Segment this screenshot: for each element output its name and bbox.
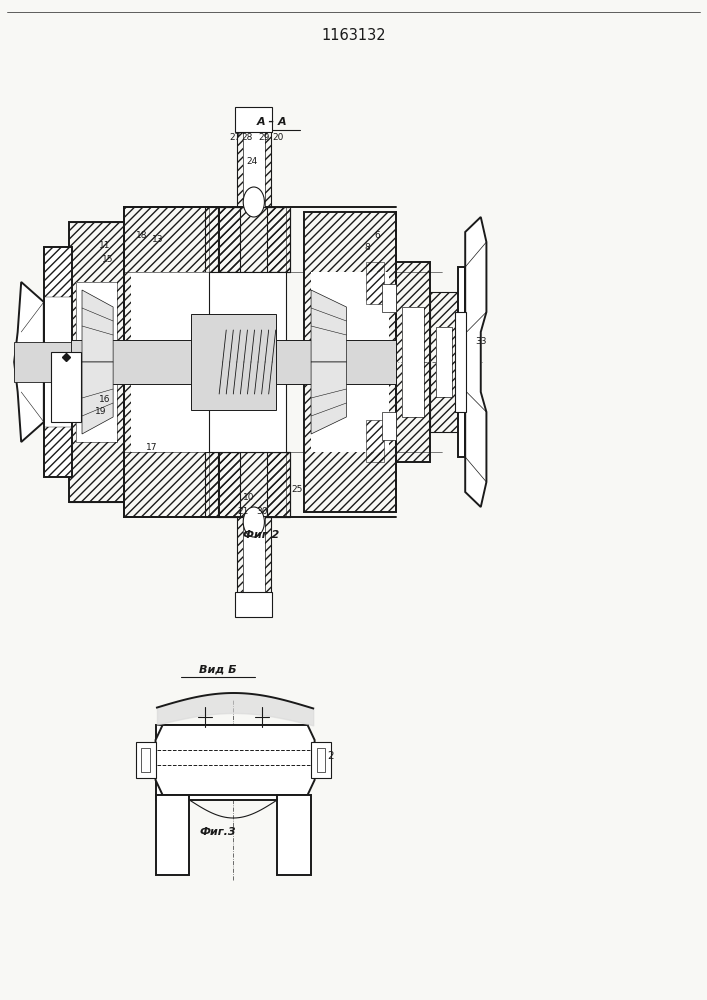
Bar [237, 122, 271, 207]
Circle shape [243, 507, 264, 537]
Bar [205, 452, 290, 517]
Bar [396, 262, 430, 462]
Bar [382, 412, 396, 440]
Bar [455, 312, 466, 412]
Polygon shape [311, 362, 346, 434]
Bar [156, 795, 189, 875]
Polygon shape [82, 290, 113, 362]
Text: 20: 20 [272, 133, 284, 142]
Bar [311, 272, 389, 452]
Text: 17: 17 [146, 442, 158, 452]
Bar [136, 742, 156, 778]
Bar [366, 420, 384, 462]
Text: 18: 18 [136, 231, 147, 239]
Text: 28: 28 [241, 133, 252, 142]
Bar [218, 452, 240, 517]
Text: 8: 8 [365, 243, 370, 252]
Text: Вид Б: Вид Б [199, 665, 237, 675]
Bar [235, 592, 272, 617]
Bar [141, 748, 150, 772]
Bar [402, 307, 424, 417]
Bar [124, 207, 219, 517]
Bar [131, 272, 212, 452]
Text: 13: 13 [152, 235, 163, 244]
Bar [44, 247, 72, 477]
Text: 16: 16 [99, 395, 110, 404]
Bar [366, 262, 384, 304]
Text: 19: 19 [95, 408, 106, 416]
Bar [267, 452, 290, 517]
Bar [69, 222, 124, 502]
Bar [304, 212, 396, 512]
Bar [436, 327, 452, 397]
Text: 2: 2 [327, 751, 334, 761]
Bar [243, 122, 265, 207]
Bar [277, 795, 311, 875]
Bar [237, 517, 271, 602]
Text: Фиг 2: Фиг 2 [243, 530, 280, 540]
Polygon shape [156, 725, 315, 795]
Polygon shape [14, 282, 44, 442]
Bar [317, 748, 325, 772]
Bar [44, 247, 72, 297]
Bar [205, 207, 290, 272]
Text: 6: 6 [374, 231, 380, 239]
Bar [382, 284, 396, 312]
Bar [458, 267, 465, 457]
Bar [76, 282, 117, 442]
Text: 1163132: 1163132 [321, 27, 386, 42]
Text: Фиг.3: Фиг.3 [199, 827, 236, 837]
Polygon shape [311, 290, 346, 362]
Bar [436, 327, 452, 397]
Text: 10: 10 [243, 492, 255, 502]
Polygon shape [465, 217, 486, 507]
Bar [71, 340, 396, 384]
Bar [44, 427, 72, 477]
Bar [243, 517, 265, 602]
Text: 33: 33 [475, 338, 486, 347]
Circle shape [243, 187, 264, 217]
Bar [402, 307, 424, 417]
Text: 29: 29 [258, 133, 269, 142]
Text: А – А: А – А [257, 117, 288, 127]
Text: 27: 27 [230, 133, 241, 142]
Bar [14, 342, 71, 382]
Bar [209, 272, 286, 452]
Bar [267, 207, 290, 272]
Text: 24: 24 [246, 157, 257, 166]
Bar [430, 292, 458, 432]
Bar [76, 282, 117, 442]
Bar [191, 314, 276, 410]
Polygon shape [82, 362, 113, 434]
Text: 21: 21 [238, 506, 249, 516]
Bar [218, 207, 240, 272]
Text: 30: 30 [256, 506, 267, 516]
Bar [156, 725, 308, 800]
Text: 15: 15 [102, 255, 113, 264]
Bar [311, 742, 331, 778]
Text: 25: 25 [291, 486, 303, 494]
Bar [235, 107, 272, 132]
Text: 11: 11 [99, 240, 110, 249]
Bar [51, 352, 81, 422]
